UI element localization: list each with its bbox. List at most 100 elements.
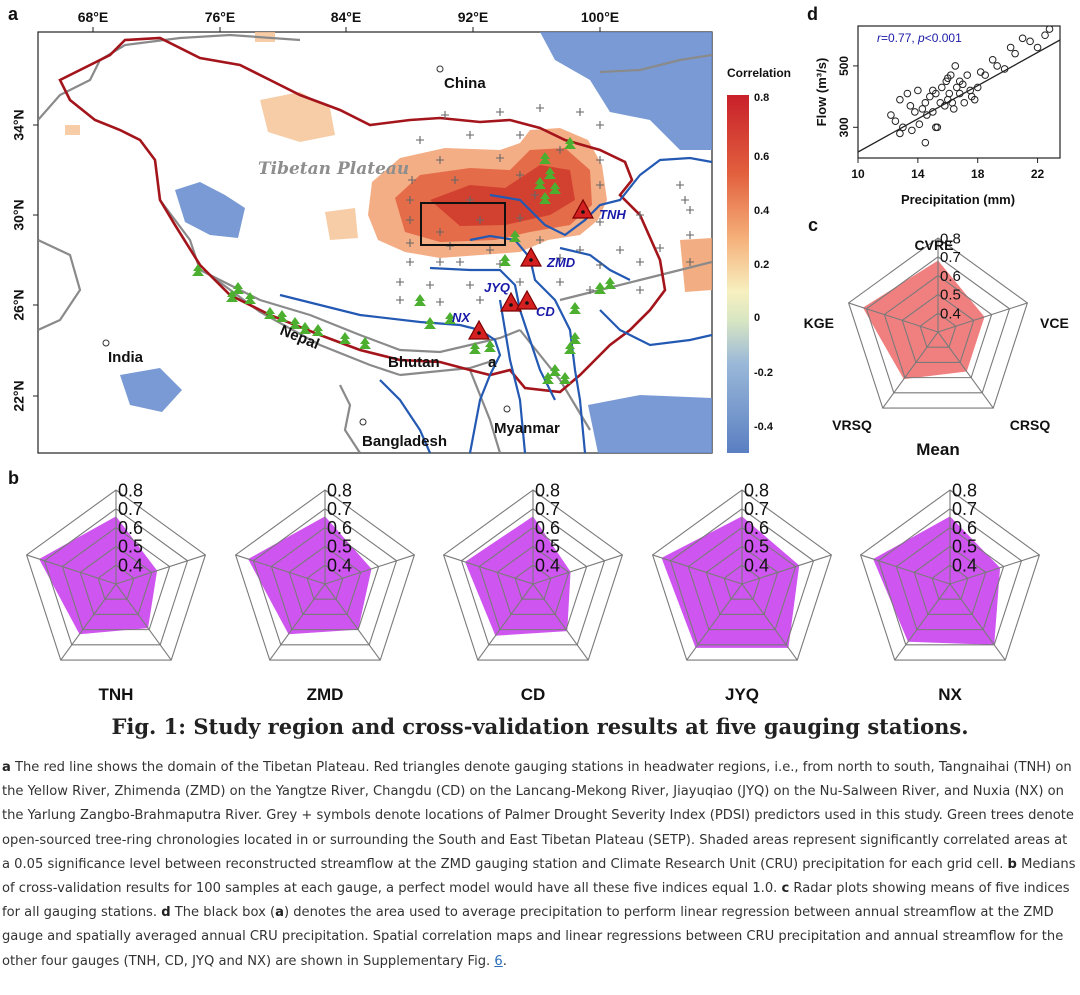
- lon-tick-label: 68°E: [78, 9, 109, 25]
- radar-grid-ring: [25, 489, 207, 661]
- station-label-nx: NX: [452, 310, 471, 325]
- radar-scale-label: 0.7: [118, 499, 143, 519]
- scatter-ylabel: Flow (m³/s): [814, 58, 829, 127]
- radar-spoke: [686, 583, 743, 661]
- scatter-point: [940, 102, 949, 110]
- radar-grid-ring: [61, 526, 171, 631]
- tree-ring-site-icon: [542, 372, 554, 384]
- pdsi-marker: [516, 171, 524, 179]
- scatter-point: [918, 105, 927, 113]
- scatter-point: [1011, 49, 1019, 58]
- radar-spoke: [882, 331, 939, 409]
- tree-ring-site-icon: [359, 337, 371, 349]
- radar-spoke: [115, 554, 206, 585]
- tree-ring-site-icon: [232, 282, 244, 294]
- scatter-point: [955, 89, 964, 98]
- scatter-point: [955, 77, 964, 86]
- radar-scale-label: 0.6: [744, 518, 769, 538]
- radar-scale-label: 0.4: [118, 556, 143, 576]
- pdsi-marker: [686, 206, 694, 214]
- rivers: [279, 156, 712, 453]
- tree-ring-site-icon: [444, 312, 456, 324]
- radar-scale-label: 0.4: [940, 305, 961, 322]
- radar-scale-label: 0.7: [952, 499, 977, 519]
- radar-grid-ring: [687, 526, 797, 631]
- label-china: China: [444, 75, 486, 92]
- radar-spoke: [60, 583, 117, 661]
- radar-scale-label: 0.8: [118, 480, 143, 500]
- pdsi-marker: [596, 181, 604, 189]
- station-tnh-marker: [571, 198, 595, 219]
- pdsi-marker: [396, 278, 404, 286]
- scatter-point: [923, 111, 931, 119]
- tree-ring-site-icon: [539, 152, 551, 164]
- radar-spoke: [477, 583, 534, 661]
- scatter-point: [921, 98, 930, 107]
- mean-radar: 0.8 0.7 0.6 0.50.4 CVRE VCE CRSQ VRSQ KGE Mean: [804, 230, 1069, 459]
- colorbar-title: Correlation: [727, 66, 791, 80]
- tree-ring-site-icon: [484, 340, 496, 352]
- pdsi-marker: [441, 111, 449, 119]
- scatter-point: [973, 83, 982, 92]
- radar-scale-label: 0.5: [535, 537, 560, 557]
- pdsi-markers: [396, 104, 694, 306]
- pdsi-marker: [656, 244, 664, 252]
- caption-text-c: Radar plots showing means of five indice…: [2, 881, 1070, 921]
- radar-spoke: [324, 554, 415, 585]
- scatter-x-tick: 22: [1031, 167, 1045, 181]
- tree-ring-site-icon: [559, 372, 571, 384]
- lon-tick-label: 100°E: [581, 9, 619, 25]
- radar-scale-label: 0.6: [952, 518, 977, 538]
- station-cd-marker: [515, 289, 539, 310]
- colorbar: Correlation 0.8 0.6 0.4 0.2 0 -0.2 -0.4: [727, 66, 791, 453]
- radar-spoke: [949, 583, 1006, 661]
- mean-radar-axis-label: CVRE: [915, 237, 954, 253]
- tree-ring-site-icon: [534, 177, 546, 189]
- pdsi-marker: [416, 136, 424, 144]
- supplementary-fig-link[interactable]: 6: [494, 953, 503, 969]
- tree-ring-site-icon: [339, 332, 351, 344]
- figure-title: Fig. 1: Study region and cross-validatio…: [111, 714, 969, 739]
- map-panel: China India Bhutan a Bangladesh Myanmar …: [11, 9, 791, 454]
- radar-grid-ring: [895, 526, 1005, 631]
- scatter-y-tick: 300: [837, 117, 851, 137]
- scatter-point: [1026, 37, 1034, 46]
- radar-grid-ring: [877, 508, 1023, 646]
- radar-scale-label: 0.8: [952, 480, 977, 500]
- pdsi-marker: [686, 231, 694, 239]
- radar-grid-ring: [901, 293, 975, 363]
- gauging-stations: [467, 198, 595, 340]
- pdsi-marker: [406, 216, 414, 224]
- colorbar-scale: [727, 95, 749, 453]
- mean-radar-axis-label: CRSQ: [1010, 417, 1051, 433]
- radar-scale-label: 0.5: [952, 537, 977, 557]
- pdsi-marker: [556, 278, 564, 286]
- scatter-point: [1018, 34, 1027, 43]
- radar-spoke: [26, 554, 117, 585]
- radar-scale-label: 0.7: [535, 499, 560, 519]
- pdsi-marker: [636, 258, 644, 266]
- radar-grid-ring: [234, 489, 416, 661]
- radar-spoke: [949, 554, 1040, 585]
- label-bhutan: Bhutan: [388, 354, 440, 371]
- label-bangladesh: Bangladesh: [362, 433, 447, 450]
- mean-radar-axis-label: VRSQ: [832, 417, 872, 433]
- plateau-boundary: [58, 36, 667, 394]
- pdsi-marker: [536, 236, 544, 244]
- caption-text-d2: ) denotes the area used to average preci…: [2, 905, 1064, 969]
- tree-ring-site-icon: [569, 302, 581, 314]
- radar-spoke: [324, 583, 381, 661]
- panel-letter-b: b: [8, 468, 19, 488]
- station-label-cd: CD: [536, 304, 555, 319]
- scatter-point: [1006, 43, 1015, 52]
- station-radar-tnh: 0.80.70.60.50.4 TNH: [25, 480, 207, 704]
- pdsi-marker: [408, 176, 416, 184]
- pdsi-marker: [436, 156, 444, 164]
- tree-ring-site-icon: [424, 317, 436, 329]
- radar-value-polygon: [862, 260, 985, 380]
- pdsi-marker: [596, 261, 604, 269]
- scatter-point: [915, 120, 924, 129]
- panel-letter-c: c: [808, 215, 819, 235]
- scatter-point: [949, 105, 958, 113]
- caption-end: .: [502, 953, 507, 969]
